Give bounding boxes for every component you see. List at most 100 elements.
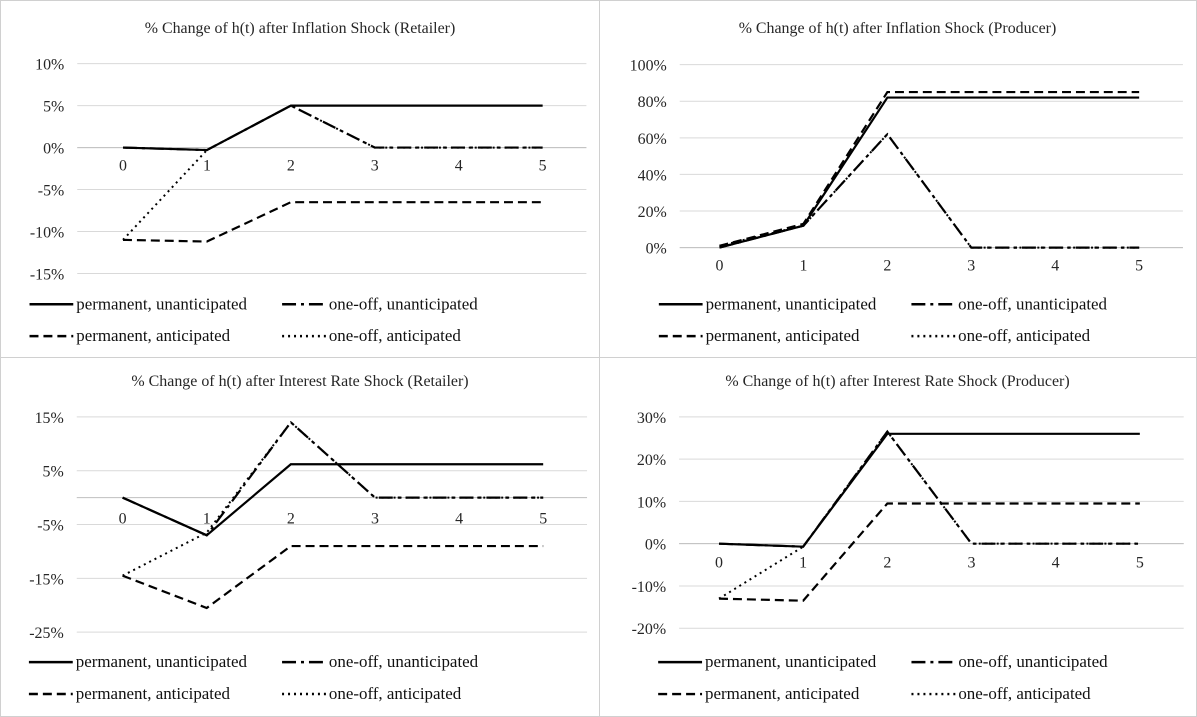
y-tick-label: 0% — [645, 537, 666, 554]
chart-title: % Change of h(t) after Inflation Shock (… — [739, 20, 1057, 37]
legend-entry: one-off, unanticipated — [282, 294, 478, 313]
legend-label: one-off, anticipated — [329, 684, 462, 703]
legend-entry: permanent, unanticipated — [29, 294, 248, 313]
y-tick-label: 30% — [637, 410, 666, 427]
legend-label: one-off, anticipated — [329, 326, 461, 345]
y-tick-label: 5% — [43, 99, 64, 116]
series-line-permanent-anticipated — [719, 90, 1140, 247]
legend-label: permanent, unanticipated — [706, 294, 877, 313]
legend-label: permanent, unanticipated — [705, 652, 877, 671]
chart-panel-interest-producer: % Change of h(t) after Interest Rate Sho… — [600, 358, 1197, 717]
y-tick-label: 40% — [638, 167, 667, 184]
chart-title: % Change of h(t) after Interest Rate Sho… — [131, 373, 468, 390]
x-tick-label: 1 — [799, 555, 807, 572]
series-line-one-off-anticipated — [122, 104, 543, 241]
legend-entry: one-off, anticipated — [911, 684, 1091, 703]
series-line-one-off-anticipated — [122, 420, 544, 577]
legend-label: permanent, anticipated — [76, 326, 230, 345]
chart-title: % Change of h(t) after Inflation Shock (… — [145, 20, 456, 37]
legend-label: one-off, anticipated — [958, 684, 1091, 703]
x-tick-label: 4 — [455, 157, 463, 174]
x-tick-label: 0 — [716, 257, 724, 274]
legend-entry: permanent, unanticipated — [658, 652, 877, 671]
legend-label: permanent, anticipated — [76, 684, 231, 703]
y-tick-label: 10% — [35, 57, 64, 74]
series-line-permanent-anticipated — [122, 544, 544, 610]
legend-label: permanent, unanticipated — [76, 294, 247, 313]
chart-panel-inflation-retailer: % Change of h(t) after Inflation Shock (… — [0, 0, 600, 358]
legend-entry: permanent, anticipated — [28, 684, 231, 703]
x-tick-label: 4 — [1051, 257, 1059, 274]
legend-entry: one-off, anticipated — [282, 684, 462, 703]
x-tick-label: 3 — [371, 157, 379, 174]
chart-inflation-retailer: % Change of h(t) after Inflation Shock (… — [29, 20, 587, 345]
x-tick-label: 1 — [203, 157, 211, 174]
chart-title: % Change of h(t) after Interest Rate Sho… — [725, 373, 1069, 390]
legend-entry: one-off, unanticipated — [282, 652, 479, 671]
y-tick-label: 20% — [637, 452, 666, 469]
legend-label: one-off, unanticipated — [958, 652, 1108, 671]
y-tick-label: 0% — [646, 241, 667, 258]
series-line-permanent-anticipated — [122, 201, 543, 243]
series-line-one-off-anticipated — [719, 132, 1140, 249]
legend-label: one-off, unanticipated — [958, 294, 1107, 313]
chart-interest-producer: % Change of h(t) after Interest Rate Sho… — [632, 373, 1184, 703]
series-line-one-off-unanticipated — [122, 104, 543, 152]
x-tick-label: 2 — [287, 511, 295, 528]
y-tick-label: -5% — [38, 183, 65, 200]
x-tick-label: 2 — [883, 257, 891, 274]
y-tick-label: -10% — [632, 579, 667, 596]
x-tick-label: 5 — [1136, 555, 1144, 572]
legend-entry: one-off, anticipated — [282, 326, 461, 345]
chart-panel-interest-retailer: % Change of h(t) after Interest Rate Sho… — [0, 358, 600, 717]
chart-interest-retailer: % Change of h(t) after Interest Rate Sho… — [28, 373, 588, 703]
legend-entry: permanent, anticipated — [29, 326, 231, 345]
series-line-one-off-unanticipated — [122, 420, 544, 537]
x-tick-label: 1 — [203, 511, 211, 528]
legend-entry: permanent, unanticipated — [658, 294, 877, 313]
y-tick-label: 5% — [43, 464, 64, 481]
y-tick-label: -15% — [29, 571, 64, 588]
x-tick-label: 3 — [967, 257, 975, 274]
series-line-permanent-unanticipated — [122, 463, 544, 537]
y-tick-label: -15% — [30, 266, 64, 283]
y-tick-label: -5% — [37, 518, 64, 535]
legend-entry: permanent, anticipated — [658, 326, 860, 345]
y-tick-label: 20% — [638, 204, 667, 221]
y-tick-label: 0% — [43, 141, 64, 158]
x-tick-label: 3 — [371, 511, 379, 528]
y-tick-label: 80% — [638, 94, 667, 111]
series-line-one-off-anticipated — [718, 429, 1140, 600]
legend-label: permanent, unanticipated — [76, 652, 248, 671]
x-tick-label: 5 — [539, 157, 547, 174]
legend-label: permanent, anticipated — [705, 684, 860, 703]
legend-entry: one-off, anticipated — [911, 326, 1091, 345]
legend-label: one-off, unanticipated — [329, 294, 478, 313]
y-tick-label: 100% — [630, 58, 667, 75]
x-tick-label: 0 — [715, 555, 723, 572]
series-line-permanent-unanticipated — [122, 104, 543, 152]
x-tick-label: 2 — [883, 555, 891, 572]
legend-entry: one-off, unanticipated — [911, 294, 1108, 313]
x-tick-label: 5 — [539, 511, 547, 528]
legend-entry: one-off, unanticipated — [911, 652, 1108, 671]
chart-panel-inflation-producer: % Change of h(t) after Inflation Shock (… — [600, 0, 1197, 358]
x-tick-label: 0 — [119, 511, 127, 528]
chart-inflation-producer: % Change of h(t) after Inflation Shock (… — [630, 20, 1183, 345]
y-tick-label: 60% — [638, 131, 667, 148]
y-tick-label: -10% — [30, 224, 64, 241]
x-tick-label: 4 — [455, 511, 463, 528]
y-tick-label: -20% — [632, 621, 667, 638]
legend-label: one-off, unanticipated — [329, 652, 479, 671]
x-tick-label: 3 — [968, 555, 976, 572]
x-tick-label: 5 — [1135, 257, 1143, 274]
x-tick-label: 1 — [799, 257, 807, 274]
legend-label: permanent, anticipated — [706, 326, 860, 345]
y-tick-label: -25% — [29, 625, 64, 642]
x-tick-label: 4 — [1052, 555, 1060, 572]
legend-entry: permanent, unanticipated — [28, 652, 248, 671]
legend-label: one-off, anticipated — [958, 326, 1090, 345]
y-tick-label: 15% — [35, 410, 64, 427]
series-line-permanent-anticipated — [718, 502, 1140, 602]
